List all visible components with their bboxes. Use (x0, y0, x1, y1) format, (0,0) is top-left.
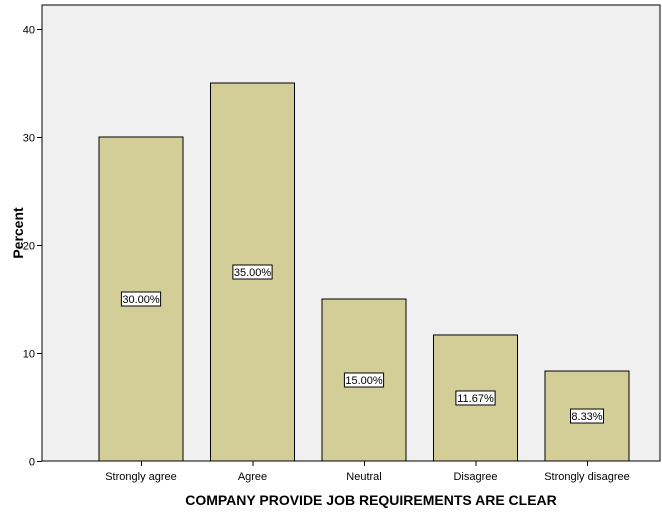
y-axis-ticks: 0 10 20 30 40 (23, 25, 42, 469)
data-label: 15.00% (345, 375, 383, 387)
data-label-box (343, 372, 385, 388)
x-axis-title: COMPANY PROVIDE JOB REQUIREMENTS ARE CLE… (185, 492, 557, 508)
data-label: 30.00% (122, 294, 160, 306)
y-tick-label: 20 (23, 241, 35, 253)
data-label-box (455, 390, 496, 406)
y-tick-label: 30 (23, 133, 35, 145)
bars: 30.00% 35.00% 15.00% 11.67% 8.33% (98, 82, 630, 462)
x-tick-label: Strongly disagree (544, 471, 630, 483)
data-label-box (120, 291, 162, 307)
y-axis-title: Percent (10, 207, 26, 259)
x-axis-ticks: Strongly agree Agree Neutral Disagree Strong… (105, 461, 630, 483)
data-label: 11.67% (457, 393, 494, 405)
x-tick-label: Disagree (453, 471, 497, 483)
data-label-box (570, 408, 604, 424)
x-tick-label: Strongly agree (105, 471, 177, 483)
data-label: 8.33% (571, 411, 602, 423)
x-tick-label: Agree (238, 471, 267, 483)
data-label: 35.00% (234, 267, 272, 279)
data-label-box (232, 264, 273, 280)
y-tick-label: 40 (23, 25, 35, 37)
y-tick-label: 10 (23, 349, 35, 361)
y-tick-label: 0 (29, 457, 35, 469)
x-tick-label: Neutral (346, 471, 381, 483)
